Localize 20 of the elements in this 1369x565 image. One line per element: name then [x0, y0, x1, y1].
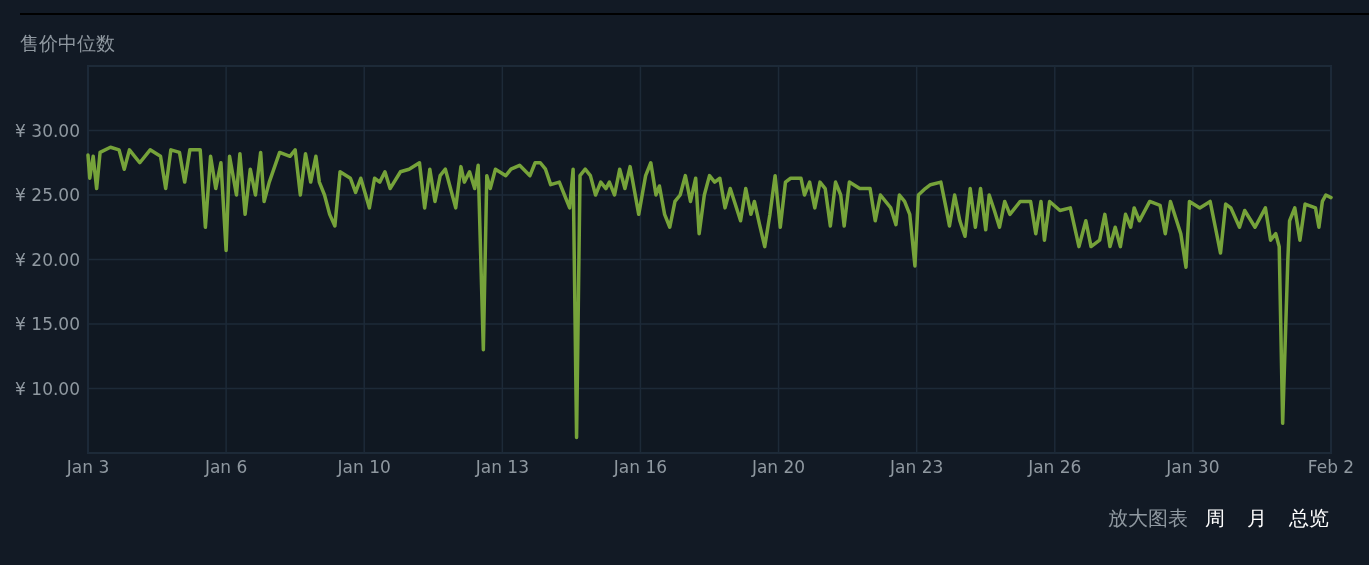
x-tick-label: Jan 3 [65, 457, 110, 477]
y-tick-label: ¥ 30.00 [15, 120, 80, 141]
text: 周 [1205, 506, 1225, 530]
x-tick-label: Jan 20 [750, 457, 806, 477]
x-tick-label: Jan 13 [474, 457, 529, 477]
x-tick-label: Jan 30 [1165, 457, 1220, 477]
text: 总览 [1288, 506, 1329, 530]
x-tick-label: Jan 26 [1027, 457, 1082, 477]
x-tick-label: Jan 10 [336, 457, 391, 477]
y-tick-label: ¥ 10.00 [15, 378, 80, 399]
text: 放大图表 [1108, 506, 1188, 530]
x-tick-label: Feb 2 [1307, 457, 1355, 477]
text: 月 [1247, 506, 1267, 530]
y-tick-label: ¥ 15.00 [15, 314, 80, 334]
y-tick-label: ¥ 20.00 [15, 249, 80, 270]
y-tick-label: ¥ 25.00 [15, 185, 80, 205]
x-tick-label: Jan 16 [612, 457, 668, 477]
x-tick-label: Jan 6 [203, 457, 248, 477]
chart-title: 售价中位数 [20, 32, 115, 54]
x-tick-label: Jan 23 [889, 457, 944, 477]
